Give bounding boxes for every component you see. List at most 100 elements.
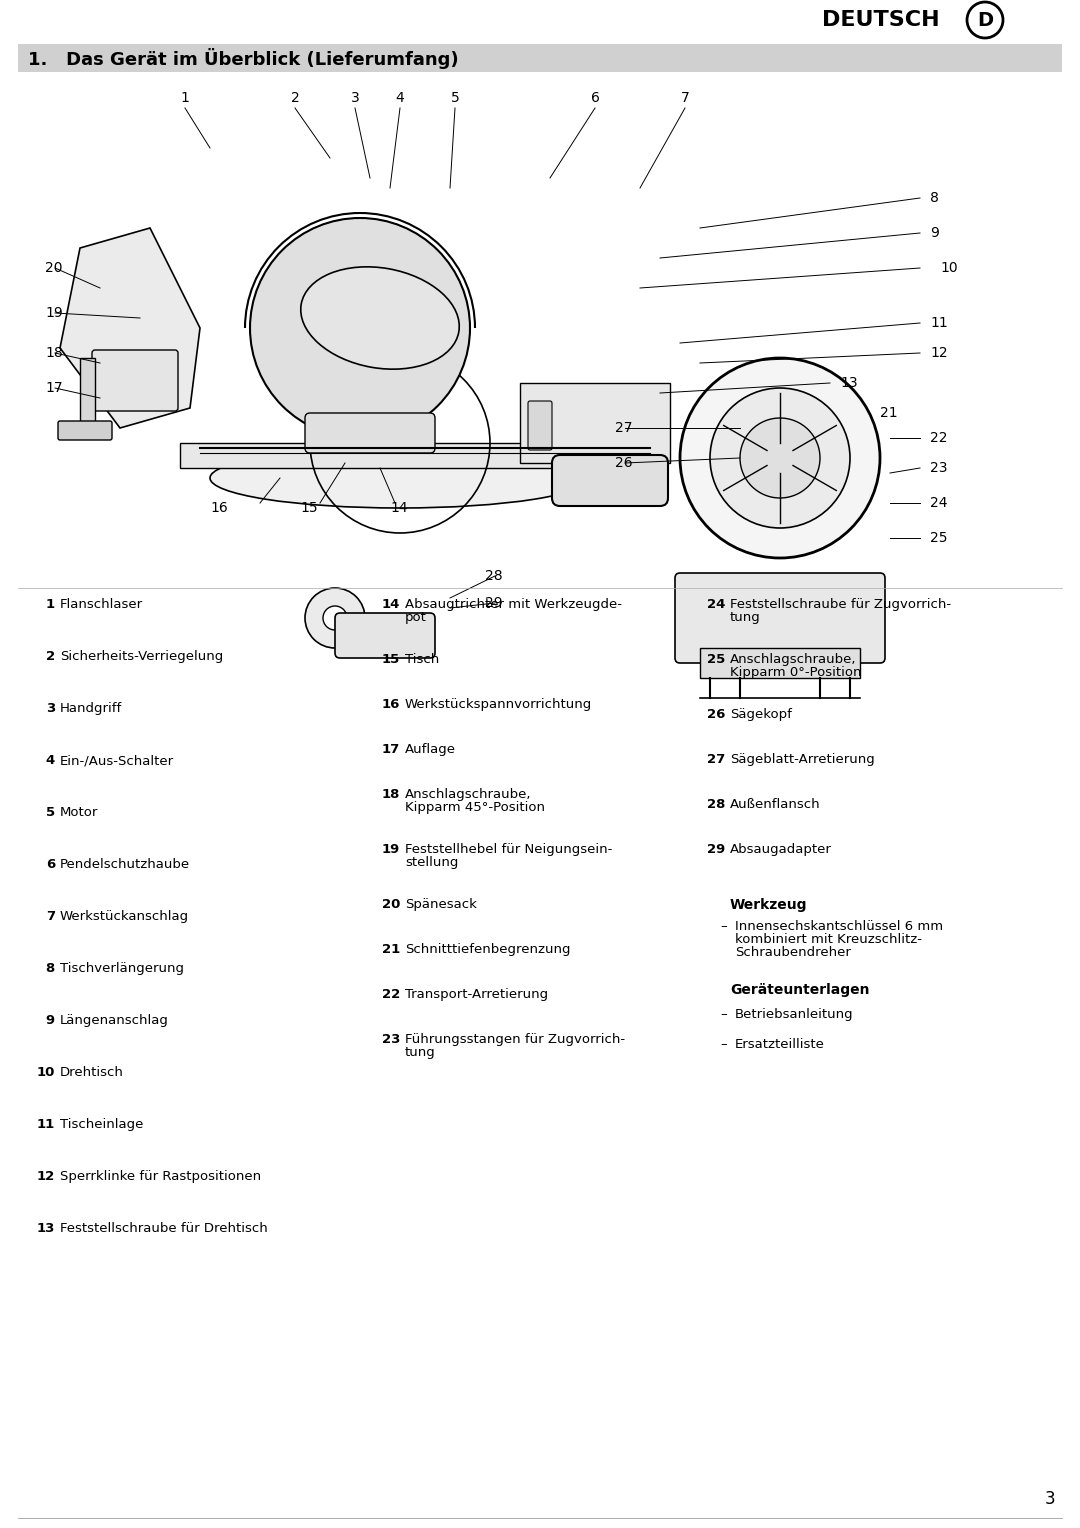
- Text: –: –: [720, 1008, 727, 1021]
- Text: 22: 22: [930, 431, 947, 445]
- Text: Spänesack: Spänesack: [405, 898, 477, 911]
- Circle shape: [710, 388, 850, 529]
- Text: Innensechskantschlüssel 6 mm: Innensechskantschlüssel 6 mm: [735, 920, 943, 934]
- Text: 16: 16: [381, 698, 400, 711]
- Text: Geräteunterlagen: Geräteunterlagen: [730, 983, 869, 996]
- FancyBboxPatch shape: [519, 384, 670, 463]
- Text: Betriebsanleitung: Betriebsanleitung: [735, 1008, 853, 1021]
- Text: 29: 29: [706, 843, 725, 856]
- Text: 19: 19: [381, 843, 400, 856]
- FancyBboxPatch shape: [80, 358, 95, 428]
- Text: 6: 6: [591, 92, 599, 105]
- Text: Führungsstangen für Zugvorrich-: Führungsstangen für Zugvorrich-: [405, 1033, 625, 1047]
- Text: 20: 20: [45, 261, 63, 275]
- Text: 1.   Das Gerät im Überblick (Lieferumfang): 1. Das Gerät im Überblick (Lieferumfang): [28, 47, 459, 69]
- Text: Schnitttiefenbegrenzung: Schnitttiefenbegrenzung: [405, 943, 570, 957]
- Text: Ersatzteilliste: Ersatzteilliste: [735, 1038, 825, 1051]
- Text: 4: 4: [395, 92, 404, 105]
- Text: DEUTSCH: DEUTSCH: [822, 11, 940, 31]
- Text: stellung: stellung: [405, 856, 458, 869]
- Text: 10: 10: [37, 1067, 55, 1079]
- Text: Absaugadapter: Absaugadapter: [730, 843, 832, 856]
- Circle shape: [680, 358, 880, 558]
- Text: Pendelschutzhaube: Pendelschutzhaube: [60, 859, 190, 871]
- Text: Transport-Arretierung: Transport-Arretierung: [405, 989, 549, 1001]
- Text: 25: 25: [706, 652, 725, 666]
- Text: 26: 26: [615, 455, 633, 471]
- Text: 3: 3: [351, 92, 360, 105]
- Text: 9: 9: [45, 1015, 55, 1027]
- Text: 10: 10: [940, 261, 958, 275]
- Text: Längenanschlag: Längenanschlag: [60, 1015, 168, 1027]
- Text: Flanschlaser: Flanschlaser: [60, 597, 144, 611]
- Text: tung: tung: [405, 1047, 435, 1059]
- Text: Motor: Motor: [60, 805, 98, 819]
- FancyBboxPatch shape: [335, 613, 435, 659]
- Text: Kipparm 0°-Position: Kipparm 0°-Position: [730, 666, 862, 678]
- Polygon shape: [60, 228, 200, 428]
- Text: 8: 8: [930, 191, 939, 205]
- Text: 29: 29: [485, 596, 502, 610]
- Text: 23: 23: [381, 1033, 400, 1047]
- Text: D: D: [977, 11, 994, 29]
- FancyBboxPatch shape: [0, 0, 1080, 38]
- Text: Kipparm 45°-Position: Kipparm 45°-Position: [405, 801, 545, 814]
- Text: Werkstückspannvorrichtung: Werkstückspannvorrichtung: [405, 698, 592, 711]
- Text: Sägekopf: Sägekopf: [730, 707, 792, 721]
- Text: 11: 11: [930, 316, 948, 330]
- FancyBboxPatch shape: [18, 44, 1062, 72]
- FancyBboxPatch shape: [92, 350, 178, 411]
- Text: 27: 27: [706, 753, 725, 766]
- Text: Anschlagschraube,: Anschlagschraube,: [730, 652, 856, 666]
- FancyBboxPatch shape: [675, 573, 885, 663]
- Text: Werkstückanschlag: Werkstückanschlag: [60, 911, 189, 923]
- Text: 15: 15: [300, 501, 318, 515]
- Text: Tischverlängerung: Tischverlängerung: [60, 963, 184, 975]
- Text: Handgriff: Handgriff: [60, 701, 122, 715]
- Text: 6: 6: [45, 859, 55, 871]
- FancyBboxPatch shape: [180, 443, 620, 468]
- Text: Sicherheits-Verriegelung: Sicherheits-Verriegelung: [60, 649, 224, 663]
- Text: kombiniert mit Kreuzschlitz-: kombiniert mit Kreuzschlitz-: [735, 934, 922, 946]
- Text: 14: 14: [381, 597, 400, 611]
- Text: 15: 15: [381, 652, 400, 666]
- Text: 20: 20: [381, 898, 400, 911]
- Text: 24: 24: [930, 497, 947, 510]
- Text: Sägeblatt-Arretierung: Sägeblatt-Arretierung: [730, 753, 875, 766]
- Text: 12: 12: [930, 345, 947, 361]
- Text: 3: 3: [1044, 1490, 1055, 1508]
- Text: 23: 23: [930, 461, 947, 475]
- Text: Tisch: Tisch: [405, 652, 440, 666]
- Text: 7: 7: [680, 92, 689, 105]
- Text: 17: 17: [381, 743, 400, 756]
- Text: 5: 5: [45, 805, 55, 819]
- FancyBboxPatch shape: [552, 455, 669, 506]
- Circle shape: [323, 607, 347, 630]
- Text: 13: 13: [840, 376, 858, 390]
- Text: Feststellhebel für Neigungsein-: Feststellhebel für Neigungsein-: [405, 843, 612, 856]
- Text: 4: 4: [45, 753, 55, 767]
- Text: 8: 8: [45, 963, 55, 975]
- Text: –: –: [720, 920, 727, 934]
- Text: 21: 21: [880, 406, 897, 420]
- Circle shape: [305, 588, 365, 648]
- Text: Ein-/Aus-Schalter: Ein-/Aus-Schalter: [60, 753, 174, 767]
- Text: 18: 18: [381, 788, 400, 801]
- Text: 7: 7: [45, 911, 55, 923]
- Text: 28: 28: [706, 798, 725, 811]
- Text: 25: 25: [930, 532, 947, 545]
- Text: Auflage: Auflage: [405, 743, 456, 756]
- Text: 22: 22: [381, 989, 400, 1001]
- Text: Tischeinlage: Tischeinlage: [60, 1118, 144, 1131]
- Text: 1: 1: [45, 597, 55, 611]
- Text: –: –: [720, 1038, 727, 1051]
- Text: 27: 27: [615, 422, 633, 435]
- Text: 9: 9: [930, 226, 939, 240]
- Text: 24: 24: [706, 597, 725, 611]
- Ellipse shape: [210, 448, 590, 507]
- Text: 1: 1: [180, 92, 189, 105]
- FancyBboxPatch shape: [305, 413, 435, 452]
- Text: pot: pot: [405, 611, 427, 623]
- Text: 16: 16: [210, 501, 228, 515]
- FancyBboxPatch shape: [528, 400, 552, 451]
